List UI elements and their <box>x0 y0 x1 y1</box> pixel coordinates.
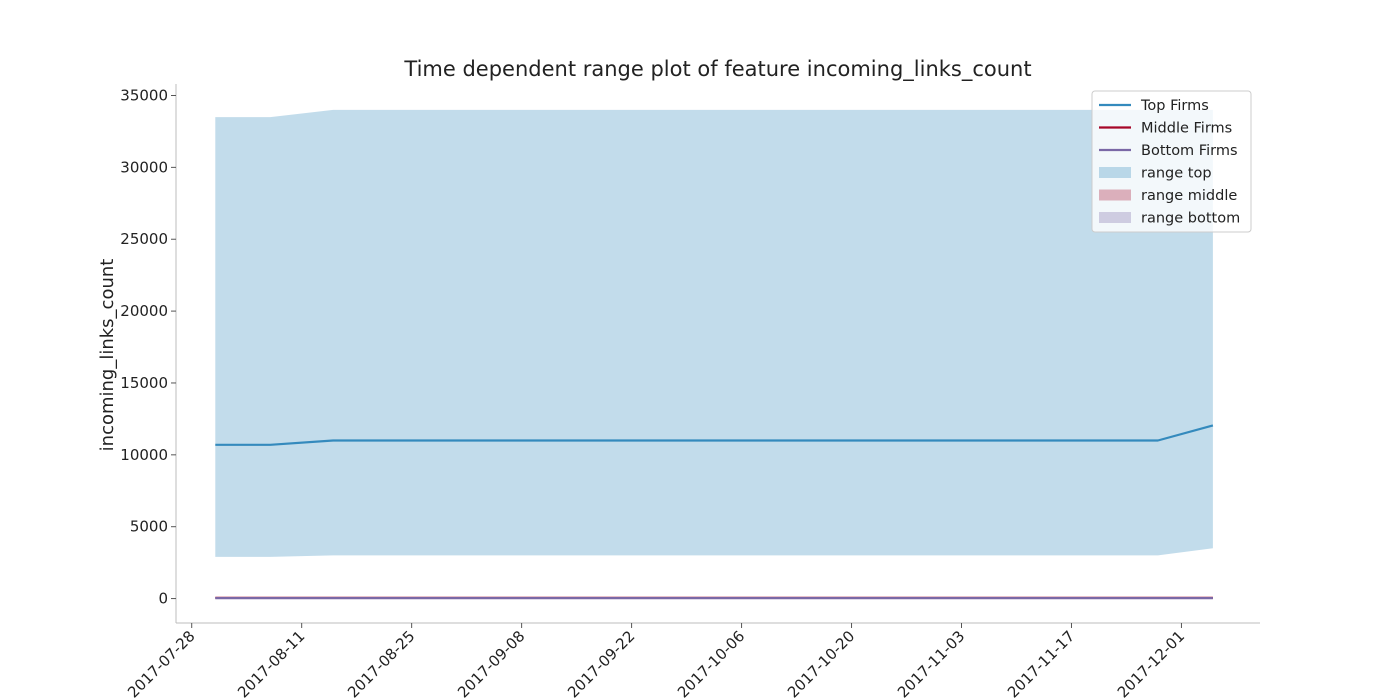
chart-title: Time dependent range plot of feature inc… <box>403 57 1031 82</box>
chart-legend: Top Firms Middle Firms Bottom Firms range t… <box>1091 90 1252 233</box>
y-tick-label: 15000 <box>120 374 168 392</box>
legend-label-range-bottom: range bottom <box>1141 211 1240 227</box>
axes <box>175 84 1260 624</box>
legend-swatch-range-top <box>1099 167 1131 178</box>
legend-label-bottom-firms: Bottom Firms <box>1141 143 1238 159</box>
legend-box <box>1091 90 1252 233</box>
legend-swatch-range-middle <box>1099 189 1131 201</box>
legend-label-top-firms: Top Firms <box>1140 98 1209 114</box>
y-axis-title: incoming_links_count <box>97 259 118 452</box>
series-lines <box>215 424 1214 600</box>
range-bands <box>215 109 1213 599</box>
y-tick-label: 10000 <box>120 446 168 464</box>
y-tick-label: 35000 <box>120 86 168 104</box>
legend-label-middle-firms: Middle Firms <box>1141 121 1232 137</box>
band-range-top <box>215 109 1213 557</box>
y-tick-label: 0 <box>158 590 168 608</box>
series-line-top-firms <box>215 424 1214 446</box>
legend-swatch-range-bottom <box>1099 212 1131 223</box>
y-tick-label: 20000 <box>120 302 168 320</box>
y-tick-label: 5000 <box>130 518 168 536</box>
y-tick-label: 30000 <box>120 158 168 176</box>
y-tick-label: 25000 <box>120 230 168 248</box>
legend-label-range-middle: range middle <box>1141 188 1237 204</box>
legend-label-range-top: range top <box>1141 166 1212 182</box>
